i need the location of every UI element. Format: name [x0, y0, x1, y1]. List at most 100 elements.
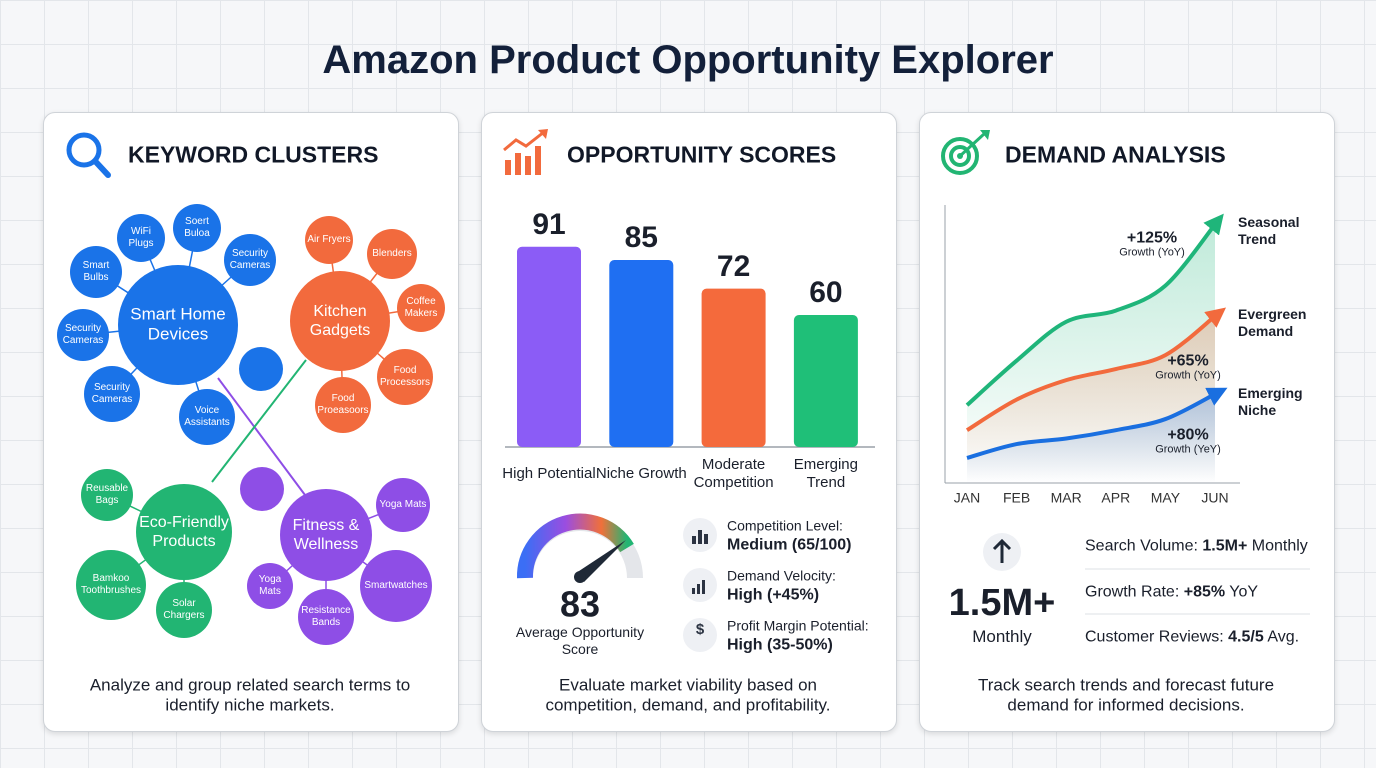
- keyword-bubble: [84, 366, 140, 422]
- stat-label: Growth Rate:: [1085, 582, 1180, 600]
- cluster-label: Eco-Friendly Products: [139, 513, 229, 550]
- stat-label: Search Volume:: [1085, 537, 1198, 555]
- keyword-bubble: [179, 389, 235, 445]
- svg-text:$: $: [696, 621, 705, 638]
- annotation-note: Growth (YoY): [1119, 246, 1185, 259]
- keyword-label: Coffee Makers: [404, 296, 438, 319]
- x-tick-label: MAR: [1050, 489, 1082, 506]
- annotation-note: Growth (YeY): [1155, 443, 1221, 456]
- stat-value: 4.5/5: [1228, 628, 1264, 646]
- x-tick-label: Moderate Competition: [693, 456, 774, 491]
- keyword-bubble: [377, 349, 433, 405]
- up-icon: [983, 533, 1021, 571]
- keyword-label: Smart Bulbs: [82, 260, 110, 283]
- keyword-bubble: [376, 478, 430, 532]
- keyword-label: Bamkoo Toothbrushes: [80, 573, 142, 596]
- line: [965, 213, 1224, 407]
- value-label: 85: [624, 221, 658, 254]
- annotation: +125%: [1126, 229, 1178, 247]
- legend-label: Evergreen Demand: [1238, 306, 1307, 339]
- metric-icons: $: [683, 518, 717, 652]
- headline-value: 1.5M+: [948, 582, 1056, 625]
- keyword-label: Food Proeasoors: [317, 393, 369, 416]
- keyword-bubble: [367, 229, 417, 279]
- keyword-label: Security Cameras: [62, 323, 104, 346]
- stat-value: +85%: [1183, 582, 1226, 600]
- keyword-bubble: [57, 309, 109, 361]
- x-tick-label: APR: [1101, 489, 1131, 506]
- keyword-bubble: [81, 469, 133, 521]
- keyword-bubble: [224, 234, 276, 286]
- page-title: Amazon Product Opportunity Explorer: [322, 38, 1054, 82]
- metric-value: High (+45%): [727, 586, 820, 604]
- line: [965, 307, 1227, 432]
- keyword-label: Smartwatches: [364, 580, 428, 591]
- x-tick-label: Emerging Trend: [793, 456, 858, 491]
- keyword-label: WiFi Plugs: [128, 226, 154, 249]
- stat-suffix: YoY: [1229, 582, 1259, 600]
- stat: Customer Reviews: 4.5/5 Avg.: [1085, 627, 1299, 646]
- line: [966, 387, 1228, 460]
- keyword-label: Reusable Bags: [85, 483, 129, 506]
- keyword-label: Yoga Mats: [379, 499, 427, 510]
- keyword-label: Solar Chargers: [163, 598, 205, 621]
- x-tick-label: FEB: [1002, 489, 1031, 506]
- chart-icon: [503, 129, 548, 175]
- panel-heading: KEYWORD CLUSTERS: [128, 141, 379, 168]
- bar: [609, 260, 674, 447]
- annotation-note: Growth (YoY): [1155, 369, 1221, 382]
- keyword-label: Voice Assistants: [184, 405, 230, 428]
- keyword-label: Security Cameras: [91, 382, 133, 405]
- bubble: [239, 347, 283, 391]
- metric-label: Competition Level:: [727, 517, 843, 534]
- bubble: [240, 467, 284, 511]
- target-icon: [941, 130, 990, 175]
- caption: Track search trends and forecast future …: [977, 675, 1275, 715]
- keyword-bubble: [76, 550, 146, 620]
- cluster-bubble: [280, 489, 372, 581]
- x-tick-label: JAN: [953, 489, 981, 506]
- gauge-label: Average Opportunity Score: [515, 624, 645, 657]
- keyword-bubble: [315, 377, 371, 433]
- x-tick-label: High Potential: [502, 465, 596, 482]
- panel-heading: DEMAND ANALYSIS: [1005, 141, 1226, 168]
- keyword-label: Blenders: [372, 248, 412, 259]
- bar: [701, 288, 766, 447]
- stat-label: Customer Reviews:: [1085, 628, 1224, 646]
- link: [217, 377, 306, 496]
- keyword-map: [57, 204, 445, 645]
- value-label: 60: [809, 276, 843, 309]
- x-tick-label: MAY: [1150, 489, 1181, 506]
- cluster-label: Fitness & Wellness: [292, 516, 360, 553]
- keyword-bubble: [298, 589, 354, 645]
- value-label: 72: [716, 249, 751, 283]
- x-tick-label: Niche Growth: [595, 465, 687, 482]
- cluster-bubble: [118, 265, 238, 385]
- keyword-label: Soert Buloa: [184, 216, 210, 239]
- cluster-bubble: [290, 271, 390, 371]
- keyword-bubble: [247, 563, 293, 609]
- keyword-label: Yoga Mats: [258, 574, 282, 597]
- cluster-bubble: [136, 484, 232, 580]
- gauge-value: 83: [559, 583, 601, 625]
- metric-value: Medium (65/100): [727, 536, 852, 554]
- keyword-bubble: [117, 214, 165, 262]
- search-icon: [66, 132, 111, 178]
- keyword-bubble: [360, 550, 432, 622]
- annotation: +65%: [1167, 352, 1209, 370]
- keyword-bubble: [305, 216, 353, 264]
- legend-label: Emerging Niche: [1238, 385, 1303, 418]
- keyword-bubble: [397, 284, 445, 332]
- stat-value: 1.5M+: [1202, 537, 1248, 555]
- cluster-label: Kitchen Gadgets: [309, 302, 371, 339]
- metric-value: High (35-50%): [727, 636, 833, 654]
- headline-label: Monthly: [972, 626, 1032, 646]
- cluster-label: Smart Home Devices: [130, 304, 226, 344]
- stat-suffix: Monthly: [1251, 537, 1308, 555]
- value-label: 91: [532, 207, 566, 241]
- annotation: +80%: [1167, 426, 1209, 444]
- stat: Search Volume: 1.5M+ Monthly: [1085, 536, 1308, 555]
- panel-heading: OPPORTUNITY SCORES: [567, 141, 837, 168]
